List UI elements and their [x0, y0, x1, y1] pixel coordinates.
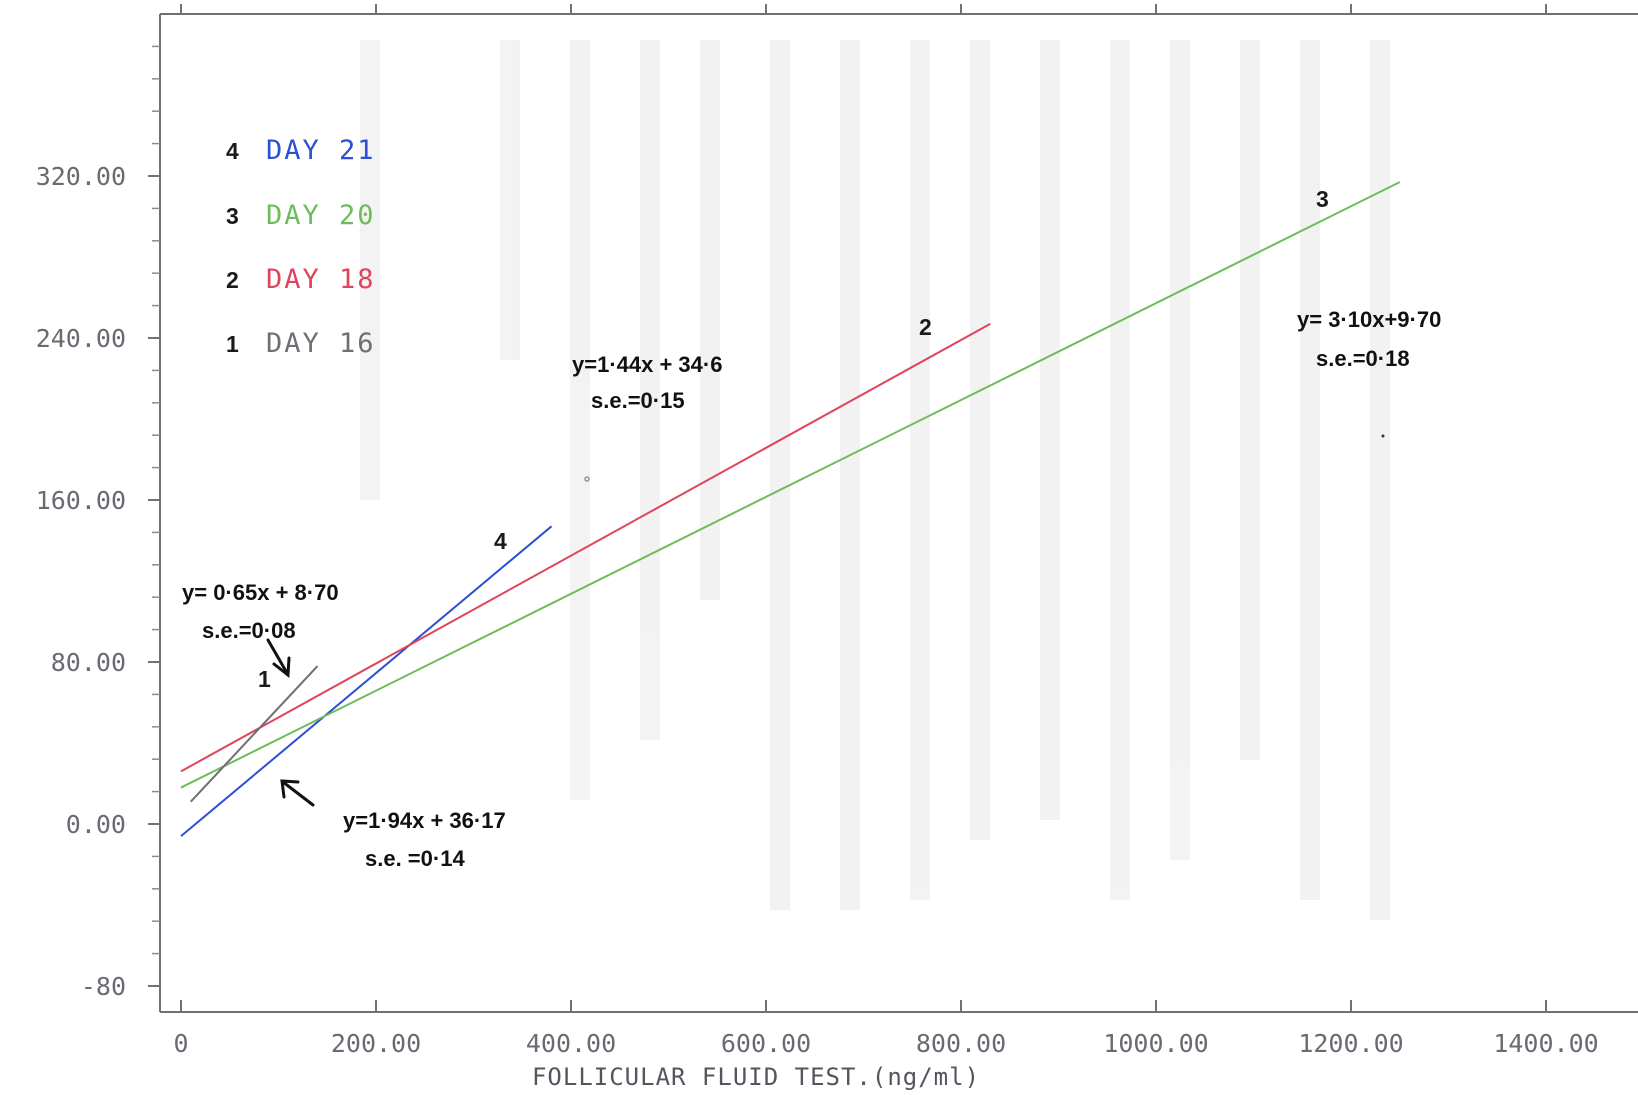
- x-axis-ticks: 0 200.00 400.00 600.00 800.00 1000.00 1200.00 1…: [173, 4, 1599, 1058]
- y-tick-label: 320.00: [36, 162, 126, 191]
- annotation-day-21: y=1·94x + 36·17 s.e. =0·14: [343, 808, 506, 871]
- legend-item-day-21: 4 DAY 21: [226, 135, 376, 166]
- equation-label: y= 3·10x+9·70: [1297, 307, 1441, 332]
- legend-label: DAY 20: [266, 200, 376, 231]
- line-number-1: 1: [258, 666, 271, 692]
- y-minor-ticks: [152, 45, 160, 955]
- y-tick-label: -80: [81, 972, 126, 1001]
- legend-number: 1: [226, 331, 239, 357]
- x-tick-label: 0: [173, 1029, 188, 1058]
- legend-number: 3: [226, 203, 239, 229]
- series-lines: [180, 181, 1401, 837]
- y-tick-label: 160.00: [36, 486, 126, 515]
- legend-item-day-20: 3 DAY 20: [226, 200, 376, 231]
- legend: 4 DAY 21 3 DAY 20 2 DAY 18 1 DAY 16: [226, 135, 376, 359]
- line-number-4: 4: [494, 528, 507, 554]
- arrow-to-line-4: [280, 779, 315, 807]
- x-tick-label: 1400.00: [1493, 1029, 1598, 1058]
- annotation-day-20: y= 3·10x+9·70 s.e.=0·18: [1297, 307, 1441, 371]
- series-line-day-18: [180, 322, 991, 773]
- line-number-3: 3: [1316, 186, 1329, 212]
- arrow-to-line-1: [266, 638, 291, 678]
- y-axis-ticks: -80 0.00 80.00 160.00 240.00 320.00: [36, 162, 160, 1001]
- pen-dot: [584, 476, 590, 482]
- series-line-day-21: [180, 525, 553, 837]
- series-line-day-16: [190, 665, 319, 803]
- x-tick-label: 400.00: [526, 1029, 616, 1058]
- y-tick-label: 240.00: [36, 324, 126, 353]
- legend-label: DAY 16: [266, 328, 376, 359]
- y-tick-label: 80.00: [51, 648, 126, 677]
- series-line-day-20: [180, 181, 1401, 789]
- legend-item-day-18: 2 DAY 18: [226, 264, 376, 295]
- equation-label: y=1·94x + 36·17: [343, 808, 506, 833]
- legend-number: 2: [226, 267, 239, 293]
- equation-label: y=1·44x + 34·6: [572, 352, 722, 377]
- standard-error-label: s.e.=0·15: [591, 388, 685, 413]
- legend-number: 4: [226, 138, 239, 164]
- legend-label: DAY 21: [266, 135, 376, 166]
- standard-error-label: s.e.=0·18: [1316, 346, 1410, 371]
- x-tick-label: 800.00: [916, 1029, 1006, 1058]
- x-tick-label: 1000.00: [1103, 1029, 1208, 1058]
- line-number-2: 2: [919, 314, 932, 340]
- x-tick-label: 600.00: [721, 1029, 811, 1058]
- standard-error-label: s.e.=0·08: [202, 618, 296, 643]
- pen-dot: [1381, 434, 1385, 438]
- x-axis-title: FOLLICULAR FLUID TEST.(ng/ml): [532, 1063, 980, 1091]
- equation-label: y= 0·65x + 8·70: [182, 580, 339, 605]
- x-tick-label: 1200.00: [1298, 1029, 1403, 1058]
- x-tick-label: 200.00: [331, 1029, 421, 1058]
- annotation-day-16: y= 0·65x + 8·70 s.e.=0·08: [182, 580, 339, 643]
- legend-item-day-16: 1 DAY 16: [226, 328, 376, 359]
- y-tick-label: 0.00: [66, 810, 126, 839]
- annotation-day-18: y=1·44x + 34·6 s.e.=0·15: [572, 352, 722, 413]
- legend-label: DAY 18: [266, 264, 376, 295]
- standard-error-label: s.e. =0·14: [365, 846, 465, 871]
